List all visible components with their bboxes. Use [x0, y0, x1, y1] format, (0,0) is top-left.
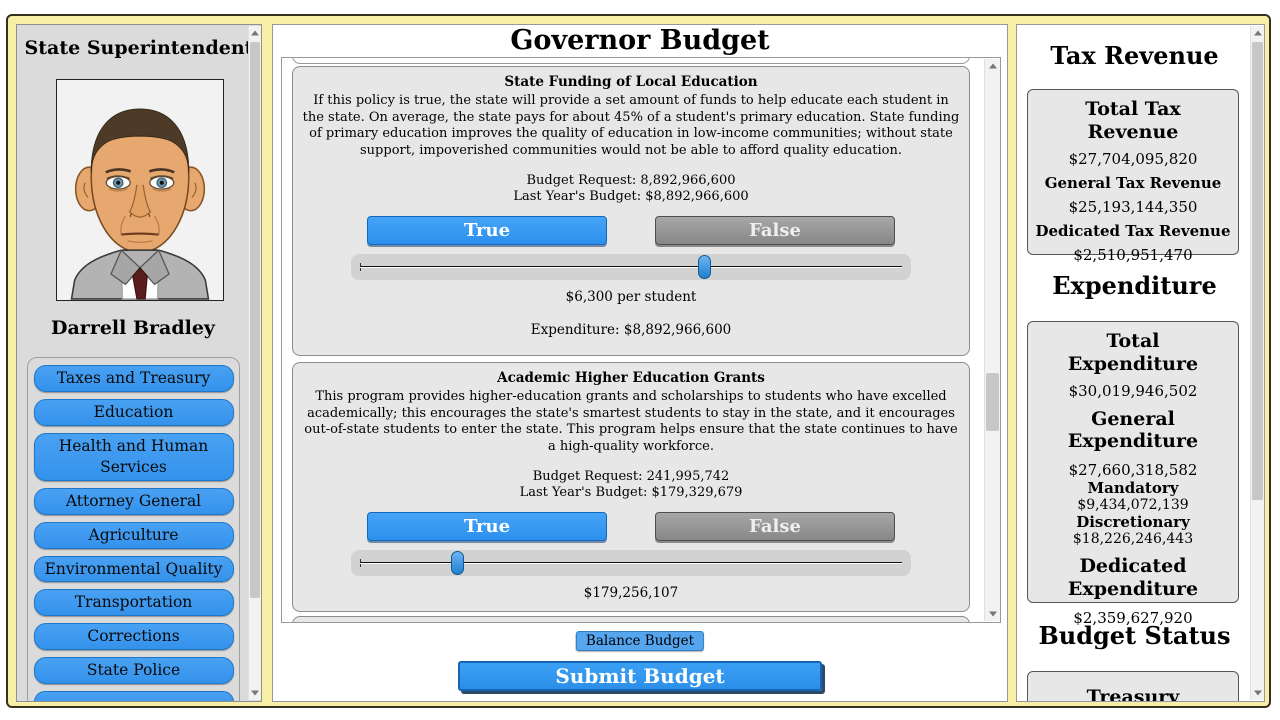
scroll-down-icon[interactable]	[249, 686, 261, 700]
scroll-up-icon[interactable]	[1251, 26, 1264, 40]
policy-card-partial-top	[292, 58, 970, 64]
true-button[interactable]: True	[367, 512, 607, 541]
general-tax-revenue-label: General Tax Revenue	[1044, 173, 1222, 192]
dedicated-expenditure-label: Dedicated Expenditure	[1067, 555, 1199, 600]
total-tax-revenue-label: Total Tax Revenue	[1085, 98, 1181, 143]
department-nav: Taxes and Treasury Education Health and …	[27, 357, 240, 701]
discretionary-value: $18,226,246,443	[1072, 531, 1194, 548]
policy-expenditure: Expenditure: $8,892,966,600	[530, 322, 732, 338]
total-expenditure-label: Total Expenditure	[1067, 330, 1199, 375]
policy-description: This program provides higher-education g…	[304, 389, 958, 454]
policy-card-state-funding: State Funding of Local Education If this…	[292, 66, 970, 356]
page-title: Governor Budget	[510, 25, 770, 56]
sidebar-scrollbar-thumb[interactable]	[250, 42, 260, 598]
budget-status-heading: Budget Status	[1038, 621, 1231, 650]
slider-track[interactable]	[360, 562, 902, 564]
sidebar-item-corrections[interactable]: Corrections	[33, 623, 234, 651]
superintendent-sidebar: State Superintendent	[16, 24, 262, 702]
false-button[interactable]: False	[655, 216, 895, 245]
sidebar-item-taxes-treasury[interactable]: Taxes and Treasury	[33, 365, 234, 392]
funding-slider[interactable]	[351, 254, 911, 280]
true-button[interactable]: True	[367, 216, 607, 245]
dedicated-expenditure-value: $2,359,627,920	[1073, 608, 1193, 627]
expenditure-card: Total Expenditure $30,019,946,502 Genera…	[1027, 321, 1239, 627]
scroll-up-icon[interactable]	[985, 59, 1000, 73]
funding-slider[interactable]	[351, 550, 911, 576]
slider-thumb[interactable]	[697, 255, 711, 279]
policy-title: State Funding of Local Education	[504, 74, 758, 90]
balance-budget-button[interactable]: Balance Budget	[575, 631, 705, 651]
budget-summary-panel: Tax Revenue Total Tax Revenue $27,704,09…	[1016, 24, 1265, 702]
false-button[interactable]: False	[655, 512, 895, 541]
sidebar-item-transportation[interactable]: Transportation	[33, 589, 234, 617]
summary-scrollbar[interactable]	[1250, 26, 1264, 700]
budget-request: Budget Request: 241,995,742	[532, 469, 730, 484]
policy-title: Academic Higher Education Grants	[497, 370, 765, 386]
policy-scrollbar-thumb[interactable]	[986, 373, 999, 431]
mandatory-value: $9,434,072,139	[1077, 497, 1189, 514]
expenditure-heading: Expenditure	[1052, 271, 1217, 300]
policy-card-universities-partial: State Universities and Colleges Funding	[292, 616, 970, 622]
funding-amount: $179,256,107	[583, 585, 679, 601]
sidebar-item-environmental-quality[interactable]: Environmental Quality	[33, 555, 234, 583]
tax-revenue-heading: Tax Revenue	[1050, 41, 1219, 70]
policy-description: If this policy is true, the state will p…	[302, 93, 960, 158]
policy-card-higher-ed-grants: Academic Higher Education Grants This pr…	[292, 362, 970, 612]
scroll-up-icon[interactable]	[249, 26, 261, 40]
total-expenditure-value: $30,019,946,502	[1068, 381, 1198, 400]
sidebar-title: State Superintendent	[24, 37, 254, 59]
superintendent-name: Darrell Bradley	[51, 317, 215, 339]
sidebar-item-attorney-general[interactable]: Attorney General	[33, 487, 234, 515]
general-tax-revenue-value: $25,193,144,350	[1068, 197, 1198, 216]
treasury-card: Treasury	[1027, 671, 1239, 702]
sidebar-scrollbar[interactable]	[248, 26, 261, 700]
general-expenditure-value: $27,660,318,582	[1068, 461, 1198, 480]
governor-budget-panel: Governor Budget State Funding of Local E…	[272, 24, 1008, 702]
scroll-down-icon[interactable]	[1251, 686, 1264, 700]
last-year-budget: Last Year's Budget: $8,892,966,600	[513, 189, 749, 204]
sidebar-item-agriculture[interactable]: Agriculture	[33, 521, 234, 549]
dedicated-tax-revenue-label: Dedicated Tax Revenue	[1035, 221, 1231, 240]
sidebar-item-partial[interactable]	[33, 691, 234, 701]
superintendent-portrait	[56, 79, 224, 301]
summary-scrollbar-thumb[interactable]	[1252, 42, 1263, 500]
per-student-amount: $6,300 per student	[565, 289, 697, 305]
discretionary-label: Discretionary	[1076, 513, 1190, 532]
policy-scrollbar[interactable]	[984, 59, 1000, 621]
person-avatar	[57, 81, 223, 300]
sidebar-item-health-human-services[interactable]: Health and Human Services	[33, 432, 234, 481]
general-expenditure-label: General Expenditure	[1067, 407, 1199, 453]
sidebar-item-state-police[interactable]: State Police	[33, 657, 234, 685]
slider-track[interactable]	[360, 266, 902, 268]
submit-budget-button[interactable]: Submit Budget	[458, 661, 822, 691]
game-window: State Superintendent	[6, 14, 1271, 708]
sidebar-item-education[interactable]: Education	[33, 398, 234, 426]
total-tax-revenue-value: $27,704,095,820	[1068, 149, 1198, 168]
slider-thumb[interactable]	[451, 551, 465, 575]
policy-scroll-area: State Funding of Local Education If this…	[281, 57, 1001, 623]
mandatory-label: Mandatory	[1087, 479, 1179, 498]
last-year-budget: Last Year's Budget: $179,329,679	[519, 485, 743, 500]
dedicated-tax-revenue-value: $2,510,951,470	[1073, 245, 1193, 264]
treasury-label: Treasury	[1086, 686, 1180, 702]
tax-revenue-card: Total Tax Revenue $27,704,095,820 Genera…	[1027, 89, 1239, 264]
budget-request: Budget Request: 8,892,966,600	[526, 173, 736, 188]
scroll-down-icon[interactable]	[985, 607, 1000, 621]
